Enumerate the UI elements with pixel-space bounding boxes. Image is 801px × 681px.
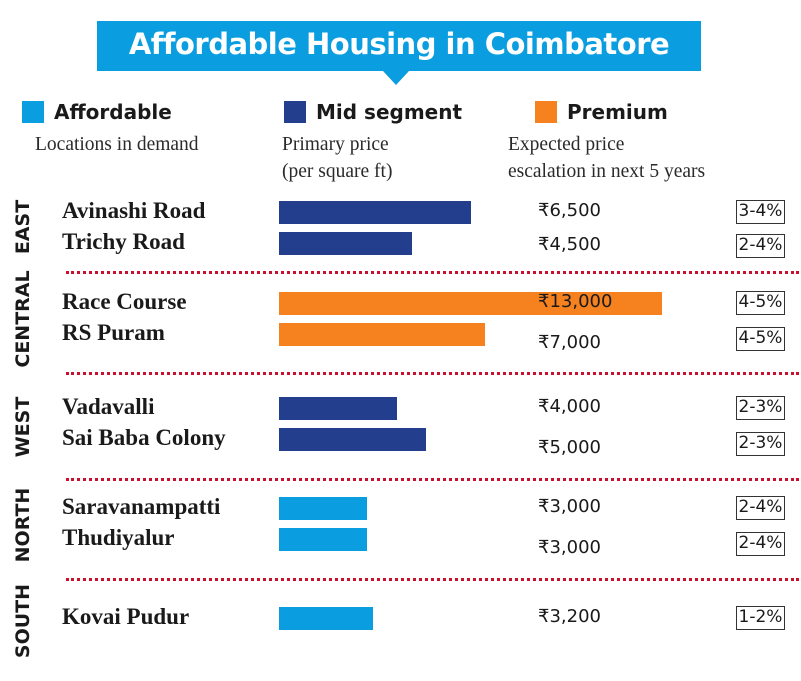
title-banner: Affordable Housing in Coimbatore: [97, 21, 701, 71]
location-name-thudiyalur: Thudiyalur: [62, 525, 175, 550]
escalation-badge-vadavalli: 2-3%: [736, 396, 785, 420]
escalation-badge-avinashi-road: 3-4%: [736, 200, 785, 224]
escalation-badge-race-course: 4-5%: [736, 291, 785, 315]
location-name-rs-puram: RS Puram: [62, 320, 165, 345]
legend-label-mid-segment: Mid segment: [316, 100, 463, 124]
column-header-escalation-line2: escalation in next 5 years: [508, 161, 706, 182]
legend-item-affordable: Affordable: [22, 100, 172, 124]
bar-trichy-road: [279, 232, 412, 255]
escalation-badge-rs-puram: 4-5%: [736, 327, 785, 351]
location-name-vadavalli: Vadavalli: [62, 394, 155, 419]
legend-item-mid-segment: Mid segment: [284, 100, 462, 124]
region-divider: [66, 478, 799, 481]
bar-saravanampatti: [279, 497, 367, 520]
location-name-kovai-pudur: Kovai Pudur: [62, 604, 190, 629]
chart-title: Affordable Housing in Coimbatore: [128, 27, 670, 61]
legend-swatch-premium: [535, 101, 557, 123]
column-header-escalation: Expected price escalation in next 5 year…: [508, 131, 705, 185]
escalation-badge-thudiyalur: 2-4%: [736, 532, 785, 556]
bar-avinashi-road: [279, 201, 471, 224]
legend-label-premium: Premium: [567, 100, 668, 124]
location-name-saravanampatti: Saravanampatti: [62, 494, 221, 519]
column-header-price-line2: (per square ft): [282, 161, 393, 182]
bar-vadavalli: [279, 397, 397, 420]
bar-rs-puram: [279, 323, 485, 346]
bar-thudiyalur: [279, 528, 367, 551]
location-name-sai-baba-colony: Sai Baba Colony: [62, 425, 226, 450]
column-header-price: Primary price (per square ft): [282, 131, 392, 185]
column-header-locations: Locations in demand: [35, 134, 199, 155]
price-label-sai-baba-colony: ₹5,000: [538, 437, 601, 458]
price-label-kovai-pudur: ₹3,200: [538, 606, 601, 627]
title-pointer: [383, 71, 409, 85]
region-divider: [66, 271, 799, 274]
region-divider: [66, 578, 799, 581]
price-label-race-course: ₹13,000: [538, 291, 613, 312]
legend-item-premium: Premium: [535, 100, 668, 124]
bar-kovai-pudur: [279, 607, 373, 630]
escalation-badge-kovai-pudur: 1-2%: [736, 606, 785, 630]
location-name-trichy-road: Trichy Road: [62, 229, 185, 254]
bar-sai-baba-colony: [279, 428, 426, 451]
column-header-escalation-line1: Expected price: [508, 134, 625, 155]
region-label-south: SOUTH: [12, 583, 34, 659]
location-name-race-course: Race Course: [62, 289, 187, 314]
escalation-badge-saravanampatti: 2-4%: [736, 496, 785, 520]
region-divider: [66, 372, 799, 375]
price-label-vadavalli: ₹4,000: [538, 396, 601, 417]
escalation-badge-sai-baba-colony: 2-3%: [736, 432, 785, 456]
price-label-rs-puram: ₹7,000: [538, 332, 601, 353]
region-label-central: CENTRAL: [12, 270, 34, 368]
price-label-avinashi-road: ₹6,500: [538, 200, 601, 221]
legend-label-affordable: Affordable: [54, 100, 172, 124]
location-name-avinashi-road: Avinashi Road: [62, 198, 206, 223]
legend-swatch-affordable: [22, 101, 44, 123]
price-label-saravanampatti: ₹3,000: [538, 496, 601, 517]
price-label-thudiyalur: ₹3,000: [538, 537, 601, 558]
legend-swatch-mid-segment: [284, 101, 306, 123]
column-header-price-line1: Primary price: [282, 134, 389, 155]
bar-race-course: [279, 292, 662, 315]
escalation-badge-trichy-road: 2-4%: [736, 234, 785, 258]
price-label-trichy-road: ₹4,500: [538, 234, 601, 255]
